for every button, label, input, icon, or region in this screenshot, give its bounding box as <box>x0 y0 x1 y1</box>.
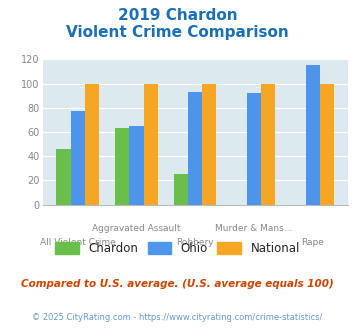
Bar <box>188 92 202 205</box>
Text: Murder & Mans...: Murder & Mans... <box>215 224 293 233</box>
Bar <box>261 83 275 205</box>
Bar <box>320 83 334 205</box>
Text: All Violent Crime: All Violent Crime <box>40 238 115 247</box>
Text: Violent Crime Comparison: Violent Crime Comparison <box>66 25 289 40</box>
Bar <box>129 126 143 205</box>
Bar <box>202 83 217 205</box>
Text: Robbery: Robbery <box>176 238 214 247</box>
Legend: Chardon, Ohio, National: Chardon, Ohio, National <box>50 237 305 259</box>
Text: 2019 Chardon: 2019 Chardon <box>118 8 237 23</box>
Text: Compared to U.S. average. (U.S. average equals 100): Compared to U.S. average. (U.S. average … <box>21 279 334 289</box>
Bar <box>247 93 261 205</box>
Bar <box>306 65 320 205</box>
Text: Rape: Rape <box>301 238 324 247</box>
Bar <box>85 83 99 205</box>
Bar <box>115 128 129 205</box>
Text: © 2025 CityRating.com - https://www.cityrating.com/crime-statistics/: © 2025 CityRating.com - https://www.city… <box>32 314 323 322</box>
Bar <box>174 174 188 205</box>
Bar <box>56 149 71 205</box>
Bar <box>143 83 158 205</box>
Text: Aggravated Assault: Aggravated Assault <box>92 224 181 233</box>
Bar <box>71 112 85 205</box>
